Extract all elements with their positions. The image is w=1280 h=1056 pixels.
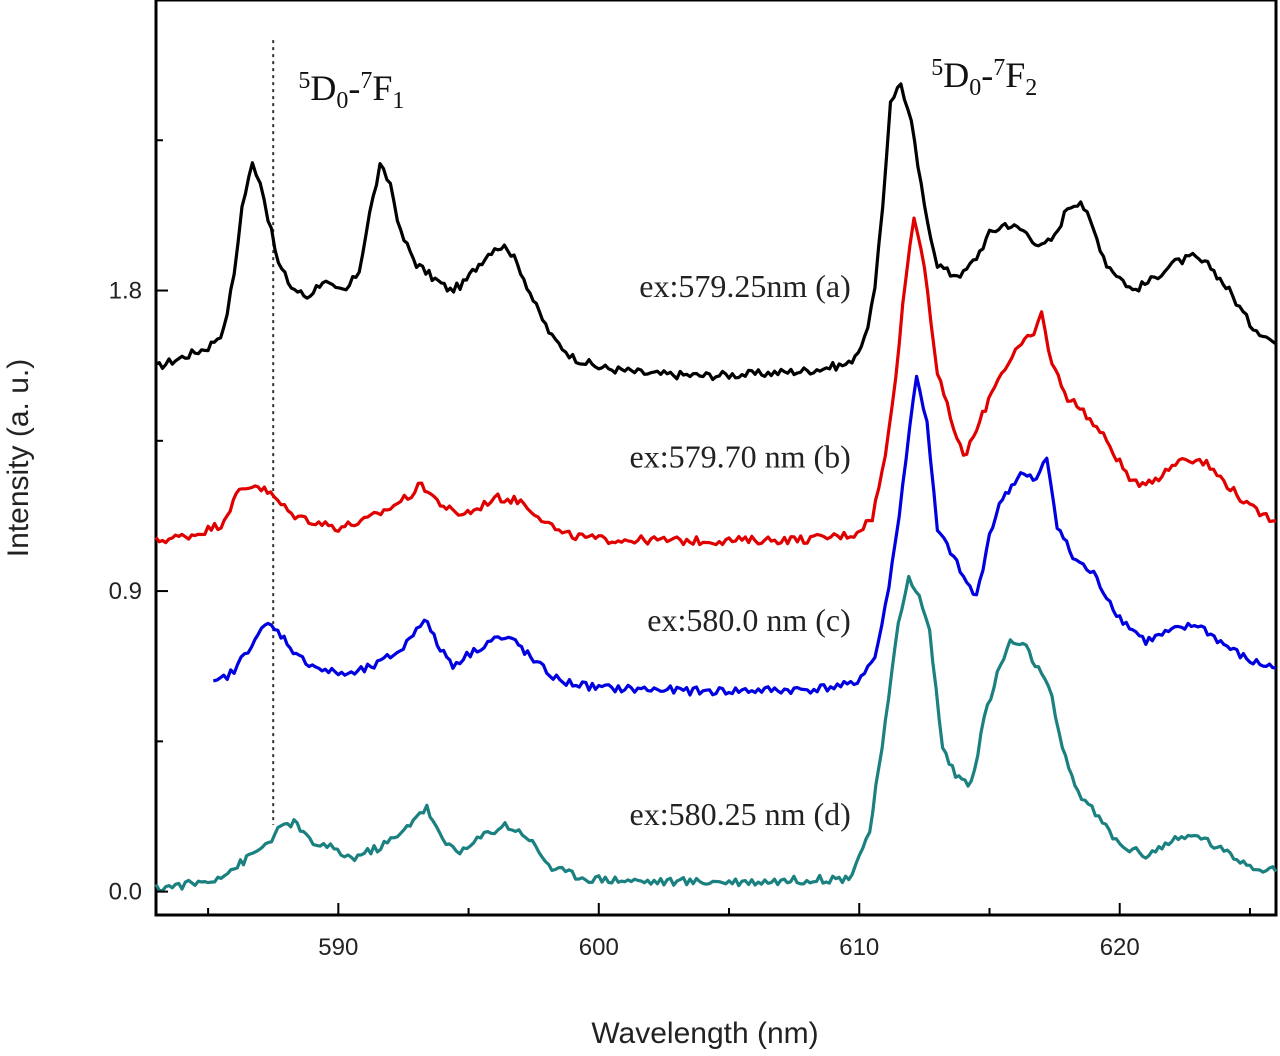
series-label-3: ex:580.0 nm (c) (647, 602, 851, 638)
x-tick-label-610: 610 (839, 934, 879, 961)
annotations-group: 5D0-7F1 5D0-7F2 (298, 55, 1037, 114)
y-tick-label-1: 0.9 (109, 578, 142, 605)
x-tick-label-620: 620 (1100, 934, 1140, 961)
transition-label-f2: 5D0-7F2 (931, 55, 1037, 101)
series-line-2 (154, 216, 1277, 547)
series-line-3 (212, 374, 1277, 697)
y-axis-ticks: 0.0 0.9 1.8 (109, 139, 168, 906)
y-tick-label-0: 0.0 (109, 879, 142, 906)
x-tick-label-590: 590 (318, 934, 358, 961)
series-line-1 (155, 82, 1277, 382)
y-tick-label-2: 1.8 (109, 278, 142, 305)
series-label-2: ex:579.70 nm (b) (629, 439, 850, 475)
series-labels-group: ex:579.25nm (a) ex:579.70 nm (b) ex:580.0 … (629, 268, 850, 832)
transition-label-f1: 5D0-7F1 (298, 68, 404, 114)
x-tick-label-600: 600 (579, 934, 619, 961)
series-label-4: ex:580.25 nm (d) (629, 796, 850, 832)
y-axis-title: Intensity (a. u.) (2, 359, 35, 557)
x-axis-ticks: 590 600 610 620 (207, 903, 1251, 961)
series-group (154, 82, 1278, 893)
x-axis-title: Wavelength (nm) (591, 1017, 818, 1050)
series-label-1: ex:579.25nm (a) (639, 268, 851, 304)
plot-frame (154, 0, 1278, 917)
series-line-4 (154, 574, 1278, 893)
